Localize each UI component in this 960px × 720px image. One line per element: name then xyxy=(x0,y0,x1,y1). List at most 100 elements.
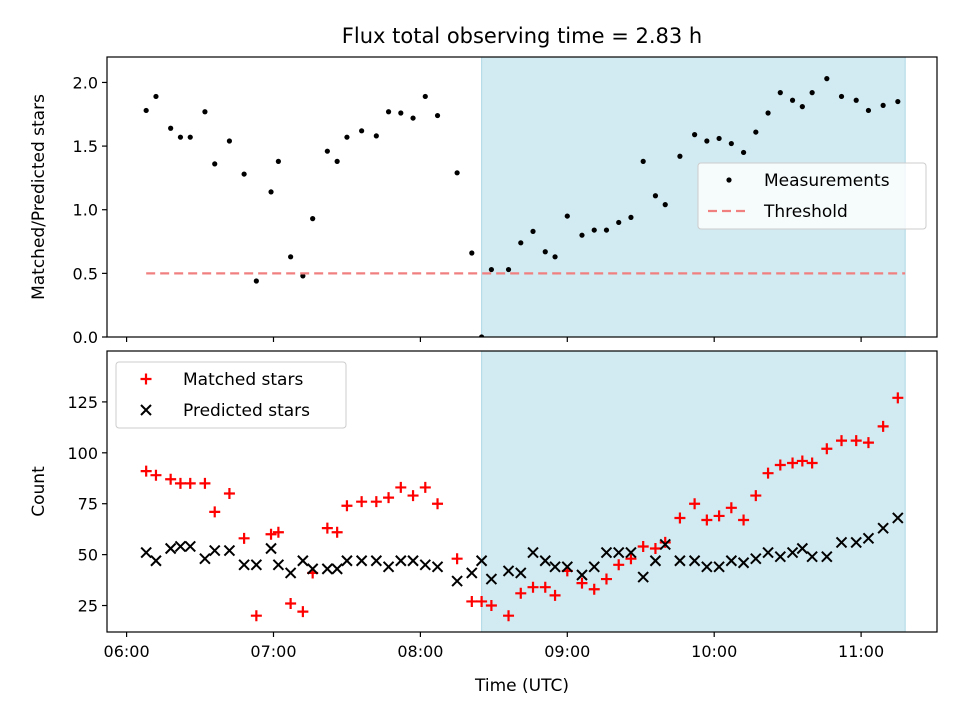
matched-stars-legend-marker xyxy=(140,373,152,385)
predicted-stars-point xyxy=(806,550,818,563)
measurements-point xyxy=(359,128,365,134)
matched-stars-point xyxy=(341,500,353,512)
predicted-stars-point xyxy=(150,555,162,567)
predicted-stars-point xyxy=(382,561,395,573)
measurements-point xyxy=(187,134,193,140)
measurements-point xyxy=(740,149,747,156)
matched-stars-point xyxy=(419,481,431,493)
predicted-stars-point xyxy=(341,555,353,567)
measurements-point xyxy=(789,97,796,103)
matched-stars-point xyxy=(862,437,874,449)
predicted-stars-point xyxy=(862,532,875,545)
count-y-tick-label: 25 xyxy=(78,597,98,616)
measurements-point xyxy=(153,93,159,100)
matched-stars-point xyxy=(674,512,686,524)
matched-stars-point xyxy=(476,595,488,607)
measurements-point xyxy=(288,254,294,260)
legend-frame xyxy=(115,361,347,429)
measurements-point xyxy=(422,93,428,100)
x-tick-label: 11:00 xyxy=(838,642,884,661)
predicted-stars-point xyxy=(223,544,236,557)
chart-title: Flux total observing time = 2.83 h xyxy=(342,24,702,48)
measurements-point xyxy=(518,240,524,246)
matched-stars-point xyxy=(485,600,497,612)
measurements-point xyxy=(716,135,722,142)
matched-stars-point xyxy=(787,457,799,469)
matched-stars-point xyxy=(515,587,527,599)
matched-stars-point xyxy=(331,526,343,538)
predicted-stars-point xyxy=(539,555,551,567)
predicted-stars-point xyxy=(737,557,750,569)
measurements-point xyxy=(765,110,771,116)
measurements-point xyxy=(398,110,404,116)
predicted-stars-point xyxy=(485,573,498,585)
predicted-stars-point xyxy=(774,550,787,563)
measurements-legend-marker xyxy=(726,177,732,183)
measurements-point xyxy=(809,90,815,96)
matched-stars-legend-label: Matched stars xyxy=(183,370,303,390)
ratio-legend: Measurements Threshold xyxy=(697,162,927,230)
measurements-point xyxy=(799,104,805,110)
predicted-stars-point xyxy=(515,567,527,579)
matched-stars-point xyxy=(272,526,284,538)
predicted-stars-point xyxy=(877,522,889,534)
measurements-point xyxy=(616,219,622,226)
measurements-point xyxy=(564,213,570,219)
threshold-legend-label: Threshold xyxy=(763,202,848,222)
measurements-point xyxy=(505,266,512,273)
count-axes-frame xyxy=(106,350,938,633)
ratio-series xyxy=(143,76,906,337)
measurements-point xyxy=(385,109,392,115)
matched-stars-point xyxy=(625,553,637,565)
matched-stars-point xyxy=(600,573,612,585)
matched-stars-point xyxy=(356,496,368,508)
matched-stars-point xyxy=(250,610,262,622)
measurements-point xyxy=(324,148,330,154)
measurements-point xyxy=(168,125,174,131)
matched-stars-point xyxy=(796,455,808,467)
count-y-tick-label: 100 xyxy=(67,444,98,463)
measurements-point xyxy=(652,193,659,199)
predicted-stars-point xyxy=(625,546,637,559)
x-tick-label: 09:00 xyxy=(544,642,590,661)
predicted-stars-point xyxy=(527,546,539,559)
predicted-stars-point xyxy=(659,538,671,551)
matched-stars-point xyxy=(199,477,211,489)
matched-stars-point xyxy=(370,496,382,508)
predicted-stars-point xyxy=(395,555,407,567)
matched-stars-point xyxy=(576,577,588,589)
matched-stars-point xyxy=(649,543,661,555)
predicted-stars-point xyxy=(750,552,762,565)
count-y-tick-label: 125 xyxy=(67,393,98,412)
measurements-point xyxy=(880,102,886,108)
matched-stars-point xyxy=(238,532,250,544)
measurements-point xyxy=(241,171,247,177)
predicted-stars-point xyxy=(199,552,211,565)
predicted-stars-point xyxy=(821,550,833,563)
predicted-stars-point xyxy=(331,563,343,575)
measurements-point xyxy=(253,278,259,284)
measurements-point xyxy=(542,249,548,255)
measurements-point xyxy=(202,109,208,115)
predicted-stars-legend-label: Predicted stars xyxy=(183,401,310,421)
matched-stars-point xyxy=(701,514,713,526)
measurements-point xyxy=(579,232,585,238)
matched-stars-point xyxy=(383,492,395,504)
measurements-point xyxy=(434,112,441,119)
predicted-stars-point xyxy=(786,546,799,559)
predicted-stars-point xyxy=(272,559,285,571)
ratio-y-tick-label: 2.0 xyxy=(73,73,98,92)
predicted-stars-point xyxy=(549,561,561,573)
matched-stars-point xyxy=(466,595,478,607)
predicted-stars-point xyxy=(688,555,701,567)
legend-frame xyxy=(697,162,927,230)
measurements-legend-label: Measurements xyxy=(764,171,890,191)
measurements-point xyxy=(469,250,475,256)
measurements-point xyxy=(662,202,668,208)
measurements-point xyxy=(728,140,734,147)
measurements-point xyxy=(603,227,610,233)
predicted-stars-point xyxy=(892,512,904,524)
ratio-y-tick-label: 0.0 xyxy=(73,328,98,347)
predicted-stars-legend-marker xyxy=(140,404,152,416)
